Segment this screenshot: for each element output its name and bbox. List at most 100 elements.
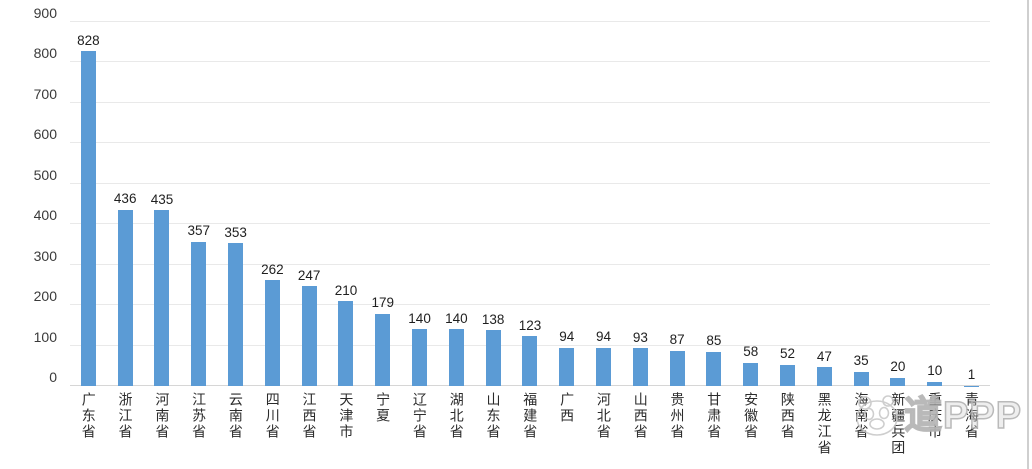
bar-山西省 (632, 348, 648, 386)
bar-slot: 828 (70, 22, 107, 386)
bar-slot: 58 (732, 22, 769, 386)
bar-天津市 (338, 301, 354, 386)
bar-重庆市 (927, 381, 943, 386)
x-axis-label: 重庆市 (927, 392, 944, 440)
y-axis-tick-label: 200 (33, 288, 57, 305)
bar-value-label: 47 (816, 348, 832, 364)
bar-江苏省 (191, 241, 207, 386)
bar-四川省 (264, 280, 280, 386)
bar-slot: 87 (659, 22, 696, 386)
y-axis-tick-label: 0 (49, 369, 57, 385)
bar-slot: 140 (401, 22, 438, 386)
x-axis-label: 广东省 (80, 392, 97, 440)
bar-slot: 436 (107, 22, 144, 386)
plot-area: 828 436 435 357 353 262 247 210 179 140 140 138 123 9… (70, 21, 990, 386)
x-axis-label: 四川省 (264, 392, 281, 440)
gridline (70, 263, 990, 265)
bar-value-label: 87 (669, 332, 685, 348)
x-axis-label: 海南省 (853, 392, 870, 440)
bar-slot: 179 (364, 22, 401, 386)
bar-value-label: 436 (113, 191, 137, 207)
bar-slot: 123 (512, 22, 549, 386)
x-axis-label: 云南省 (227, 392, 244, 440)
bar-slot: 94 (585, 22, 622, 386)
bar-value-label: 58 (743, 344, 759, 360)
bar-slot: 35 (843, 22, 880, 386)
gridline (70, 101, 990, 103)
bar-value-label: 140 (408, 310, 431, 326)
bar-value-label: 123 (518, 317, 542, 333)
bar-slot: 353 (217, 22, 254, 386)
bar-贵州省 (669, 350, 685, 386)
bar-value-label: 93 (632, 329, 648, 345)
bar-甘肃省 (706, 351, 722, 386)
bar-value-label: 138 (481, 311, 505, 327)
x-axis-label: 陕西省 (779, 392, 796, 440)
bar-slot: 93 (622, 22, 659, 386)
bar-value-label: 20 (890, 359, 906, 375)
bar-value-label: 10 (927, 363, 943, 379)
bar-value-label: 85 (706, 333, 722, 349)
bar-value-label: 140 (445, 310, 468, 326)
x-axis-label: 辽宁省 (411, 392, 428, 440)
bar-slot: 10 (916, 22, 953, 386)
x-axis-label: 湖北省 (448, 392, 465, 440)
bar-浙江省 (117, 209, 133, 386)
gridline (70, 61, 990, 63)
bar-value-label: 1 (967, 367, 976, 383)
y-axis-tick-label: 700 (33, 85, 57, 102)
bar-value-label: 52 (780, 346, 796, 362)
gridline (70, 21, 990, 22)
image-right-border (1027, 0, 1029, 469)
bar-slot: 210 (328, 22, 365, 386)
bar-江西省 (301, 286, 317, 386)
bar-value-label: 247 (297, 267, 321, 283)
bar-黑龙江省 (816, 367, 832, 386)
y-axis-tick-label: 300 (33, 247, 57, 264)
gridline (70, 223, 990, 225)
bar-value-label: 353 (224, 224, 247, 240)
bar-陕西省 (780, 364, 796, 386)
bar-value-label: 262 (261, 261, 284, 277)
bar-value-label: 94 (559, 329, 575, 345)
x-axis-label: 广西 (559, 392, 576, 424)
gridline (70, 182, 990, 184)
bar-value-label: 35 (853, 353, 869, 369)
x-axis-label: 山东省 (485, 392, 502, 440)
bar-河北省 (596, 347, 612, 386)
bar-value-label: 357 (187, 223, 211, 239)
bar-湖北省 (448, 329, 464, 386)
x-axis-label: 河北省 (595, 392, 612, 440)
bar-slot: 357 (180, 22, 217, 386)
x-axis-label: 浙江省 (117, 392, 134, 440)
bar-广西 (559, 347, 575, 386)
bars: 828 436 435 357 353 262 247 210 179 140 140 138 123 9… (70, 22, 990, 386)
y-axis-tick-label: 500 (33, 166, 57, 183)
x-axis-label: 山西省 (632, 392, 649, 440)
x-axis-label: 江西省 (301, 392, 318, 440)
bar-河南省 (154, 210, 170, 386)
bar-value-label: 94 (596, 329, 612, 345)
bar-广东省 (80, 51, 96, 386)
bar-slot: 52 (769, 22, 806, 386)
x-axis-label: 天津市 (338, 392, 355, 440)
bar-value-label: 179 (371, 295, 395, 311)
bar-安徽省 (743, 362, 759, 386)
x-axis-label: 贵州省 (669, 392, 686, 440)
bar-辽宁省 (412, 329, 428, 386)
x-axis-label: 青海省 (963, 392, 980, 440)
bar-slot: 138 (475, 22, 512, 386)
bar-slot: 20 (880, 22, 917, 386)
y-axis: 0 100 200 300 400 500 600 700 800 900 (0, 5, 57, 386)
bar-value-label: 435 (150, 191, 174, 207)
bar-slot: 94 (548, 22, 585, 386)
bar-海南省 (853, 371, 869, 386)
x-axis-label: 新疆兵团 (890, 392, 907, 456)
x-axis-label: 福建省 (522, 392, 539, 440)
bar-山东省 (485, 330, 501, 386)
y-axis-tick-label: 400 (33, 207, 57, 224)
bar-slot: 1 (953, 22, 990, 386)
bar-宁夏 (375, 313, 391, 386)
y-axis-tick-label: 800 (33, 45, 57, 62)
